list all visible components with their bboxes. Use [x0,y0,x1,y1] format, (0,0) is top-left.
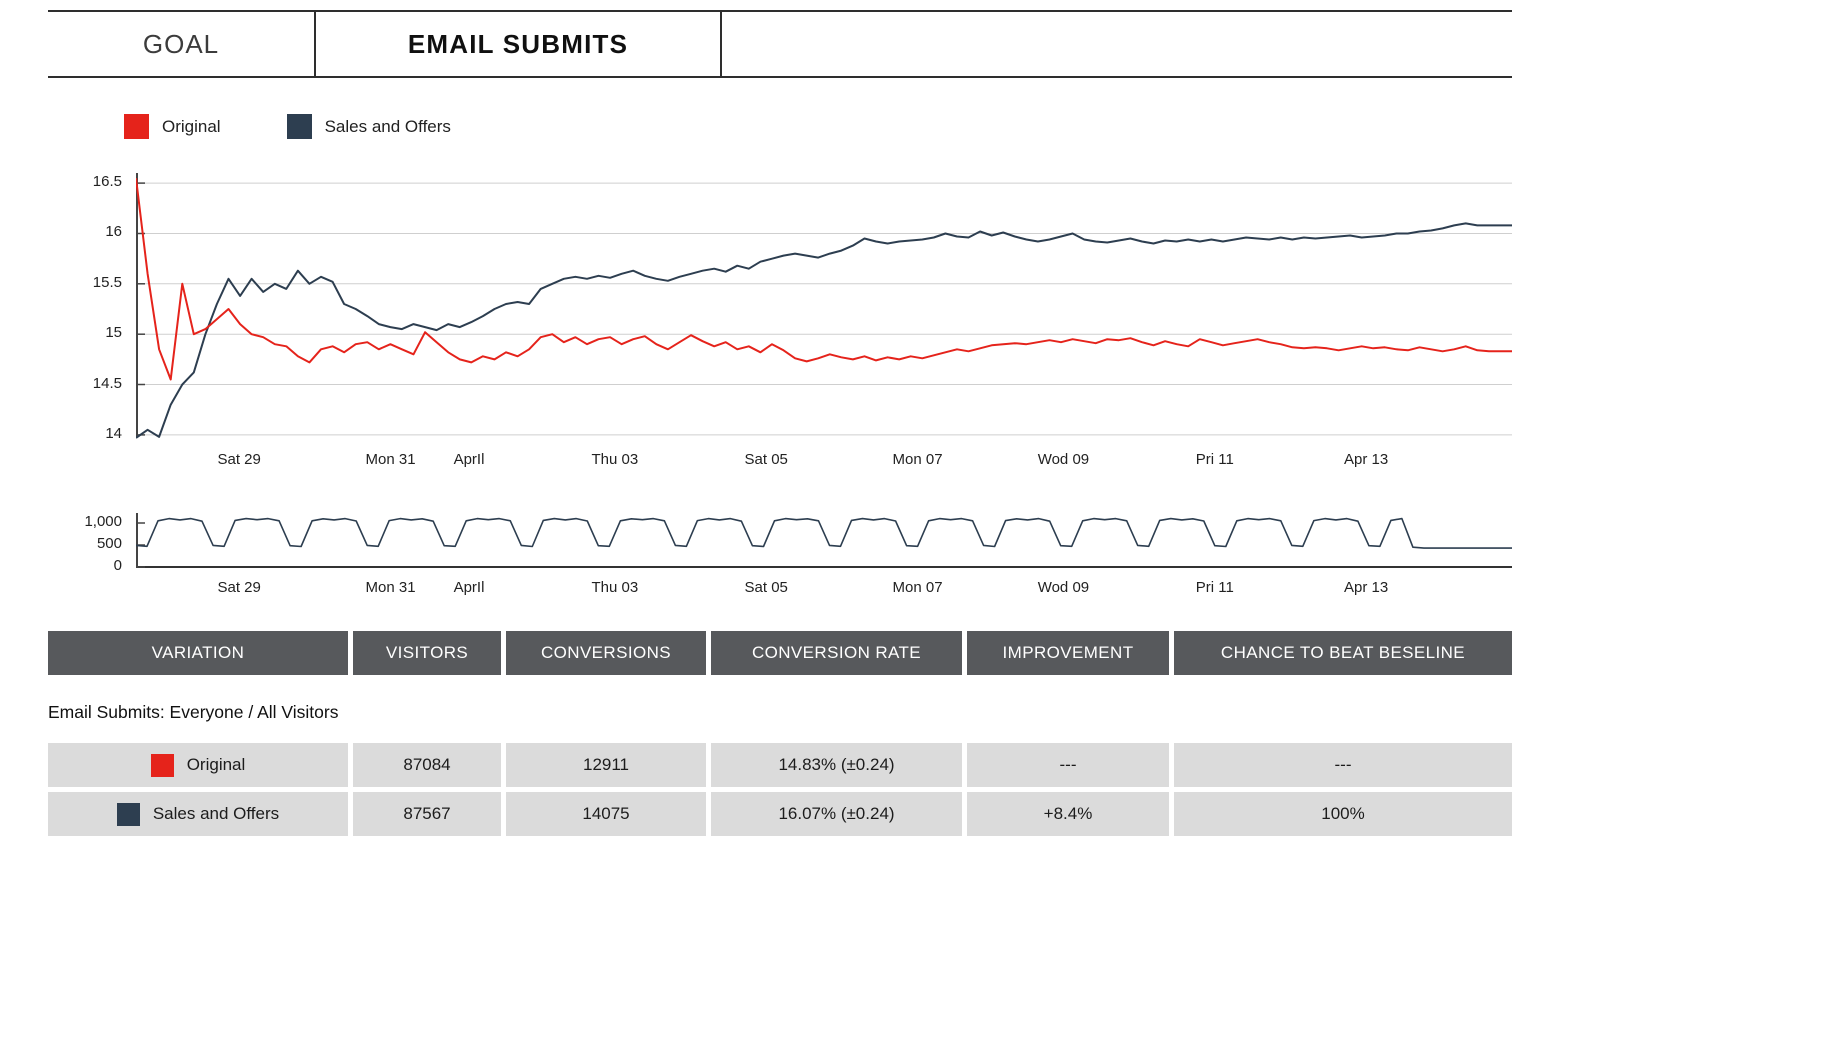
y-axis-tick-label: 14 [105,424,122,442]
x-axis-tick-label: Mon 07 [892,579,943,596]
y-axis-tick-label: 500 [96,534,122,552]
legend-item-original: Original [124,114,221,139]
cell-improvement: +8.4% [967,792,1169,836]
x-axis-tick-label: Thu 03 [591,451,639,468]
visitors-chart: 0 500 1,000 Sat 29 Mon 31 AprIl Thu 03 Sat 05 M… [48,509,1512,601]
x-axis-tick-label: AprIl [453,579,485,596]
cell-chance-to-beat: 100% [1174,792,1512,836]
x-axis-tick-label: Wod 09 [1037,451,1090,468]
visitors-x-axis: Sat 29 Mon 31 AprIl Thu 03 Sat 05 Mon 07 Wod 0… [136,579,1512,601]
y-axis-tick-label: 1,000 [84,512,122,530]
x-axis-tick-label: Mon 31 [365,579,416,596]
y-axis-tick-label: 0 [113,556,122,574]
cell-visitors: 87567 [353,792,501,836]
table-row-sales-and-offers: Sales and Offers 87567 14075 16.07% (±0.… [48,792,1512,836]
x-axis-tick-label: AprIl [453,451,485,468]
variation-name: Original [186,755,246,774]
conversion-rate-chart: 14 14.5 15 15.5 16 16.5 Sat 29 Mon 31 AprIl Thu … [48,165,1512,473]
sales-and-offers-color-swatch [116,802,140,826]
visitors-plot [136,513,1512,568]
y-axis-tick-label: 15.5 [92,273,122,291]
header-variation: VARIATION [48,631,348,675]
dashboard: GOAL EMAIL SUBMITS Original Sales and Of… [48,10,1512,836]
x-axis-tick-label: Mon 07 [892,451,943,468]
chart-legend: Original Sales and Offers [124,114,1512,139]
goal-subtitle: Email Submits: Everyone / All Visitors [48,702,339,722]
y-axis-tick-label: 16.5 [92,173,122,191]
tab-goal[interactable]: GOAL [48,12,316,76]
cell-conversions: 14075 [506,792,706,836]
original-color-swatch [150,753,174,777]
x-axis-tick-label: Sat 29 [217,451,261,468]
cell-conversion-rate: 14.83% (±0.24) [711,743,962,787]
header-improvement: IMPROVEMENT [967,631,1169,675]
sales-and-offers-color-swatch [286,114,312,139]
x-axis-tick-label: Wod 09 [1037,579,1090,596]
y-axis-tick-label: 16 [105,223,122,241]
cell-visitors: 87084 [353,743,501,787]
tab-email-submits[interactable]: EMAIL SUBMITS [316,12,722,76]
y-axis-tick-label: 14.5 [92,374,122,392]
tab-bar: GOAL EMAIL SUBMITS [48,10,1512,78]
results-table-header: VARIATION VISITORS CONVERSIONS CONVERSIO… [48,631,1512,675]
visitors-y-axis: 0 500 1,000 [48,509,136,574]
x-axis-tick-label: Sat 05 [744,451,788,468]
x-axis-tick-label: Thu 03 [591,579,639,596]
header-conversion-rate: CONVERSION RATE [711,631,962,675]
legend-label-sales-and-offers: Sales and Offers [324,116,451,136]
tab-bar-spacer [722,12,1512,76]
legend-item-sales-and-offers: Sales and Offers [286,114,451,139]
variation-name: Sales and Offers [152,804,280,823]
cell-chance-to-beat: --- [1174,743,1512,787]
cell-conversion-rate: 16.07% (±0.24) [711,792,962,836]
header-chance-to-beat-baseline: CHANCE TO BEAT BESELINE [1174,631,1512,675]
x-axis-tick-label: Sat 29 [217,579,261,596]
x-axis-tick-label: Mon 31 [365,451,416,468]
conversion-rate-x-axis: Sat 29 Mon 31 AprIl Thu 03 Sat 05 Mon 07 Wod 0… [136,451,1512,473]
legend-label-original: Original [162,116,221,136]
y-axis-tick-label: 15 [105,324,122,342]
x-axis-tick-label: Pri 11 [1195,579,1234,596]
header-conversions: CONVERSIONS [506,631,706,675]
cell-improvement: --- [967,743,1169,787]
x-axis-tick-label: Pri 11 [1195,451,1234,468]
cell-conversions: 12911 [506,743,706,787]
x-axis-tick-label: Apr 13 [1344,451,1389,468]
conversion-rate-y-axis: 14 14.5 15 15.5 16 16.5 [48,165,136,445]
x-axis-tick-label: Sat 05 [744,579,788,596]
conversion-rate-plot [136,173,1512,439]
x-axis-tick-label: Apr 13 [1344,579,1389,596]
header-visitors: VISITORS [353,631,501,675]
table-row-original: Original 87084 12911 14.83% (±0.24) --- … [48,743,1512,787]
original-color-swatch [124,114,149,139]
cell-variation: Sales and Offers [48,792,348,836]
cell-variation: Original [48,743,348,787]
